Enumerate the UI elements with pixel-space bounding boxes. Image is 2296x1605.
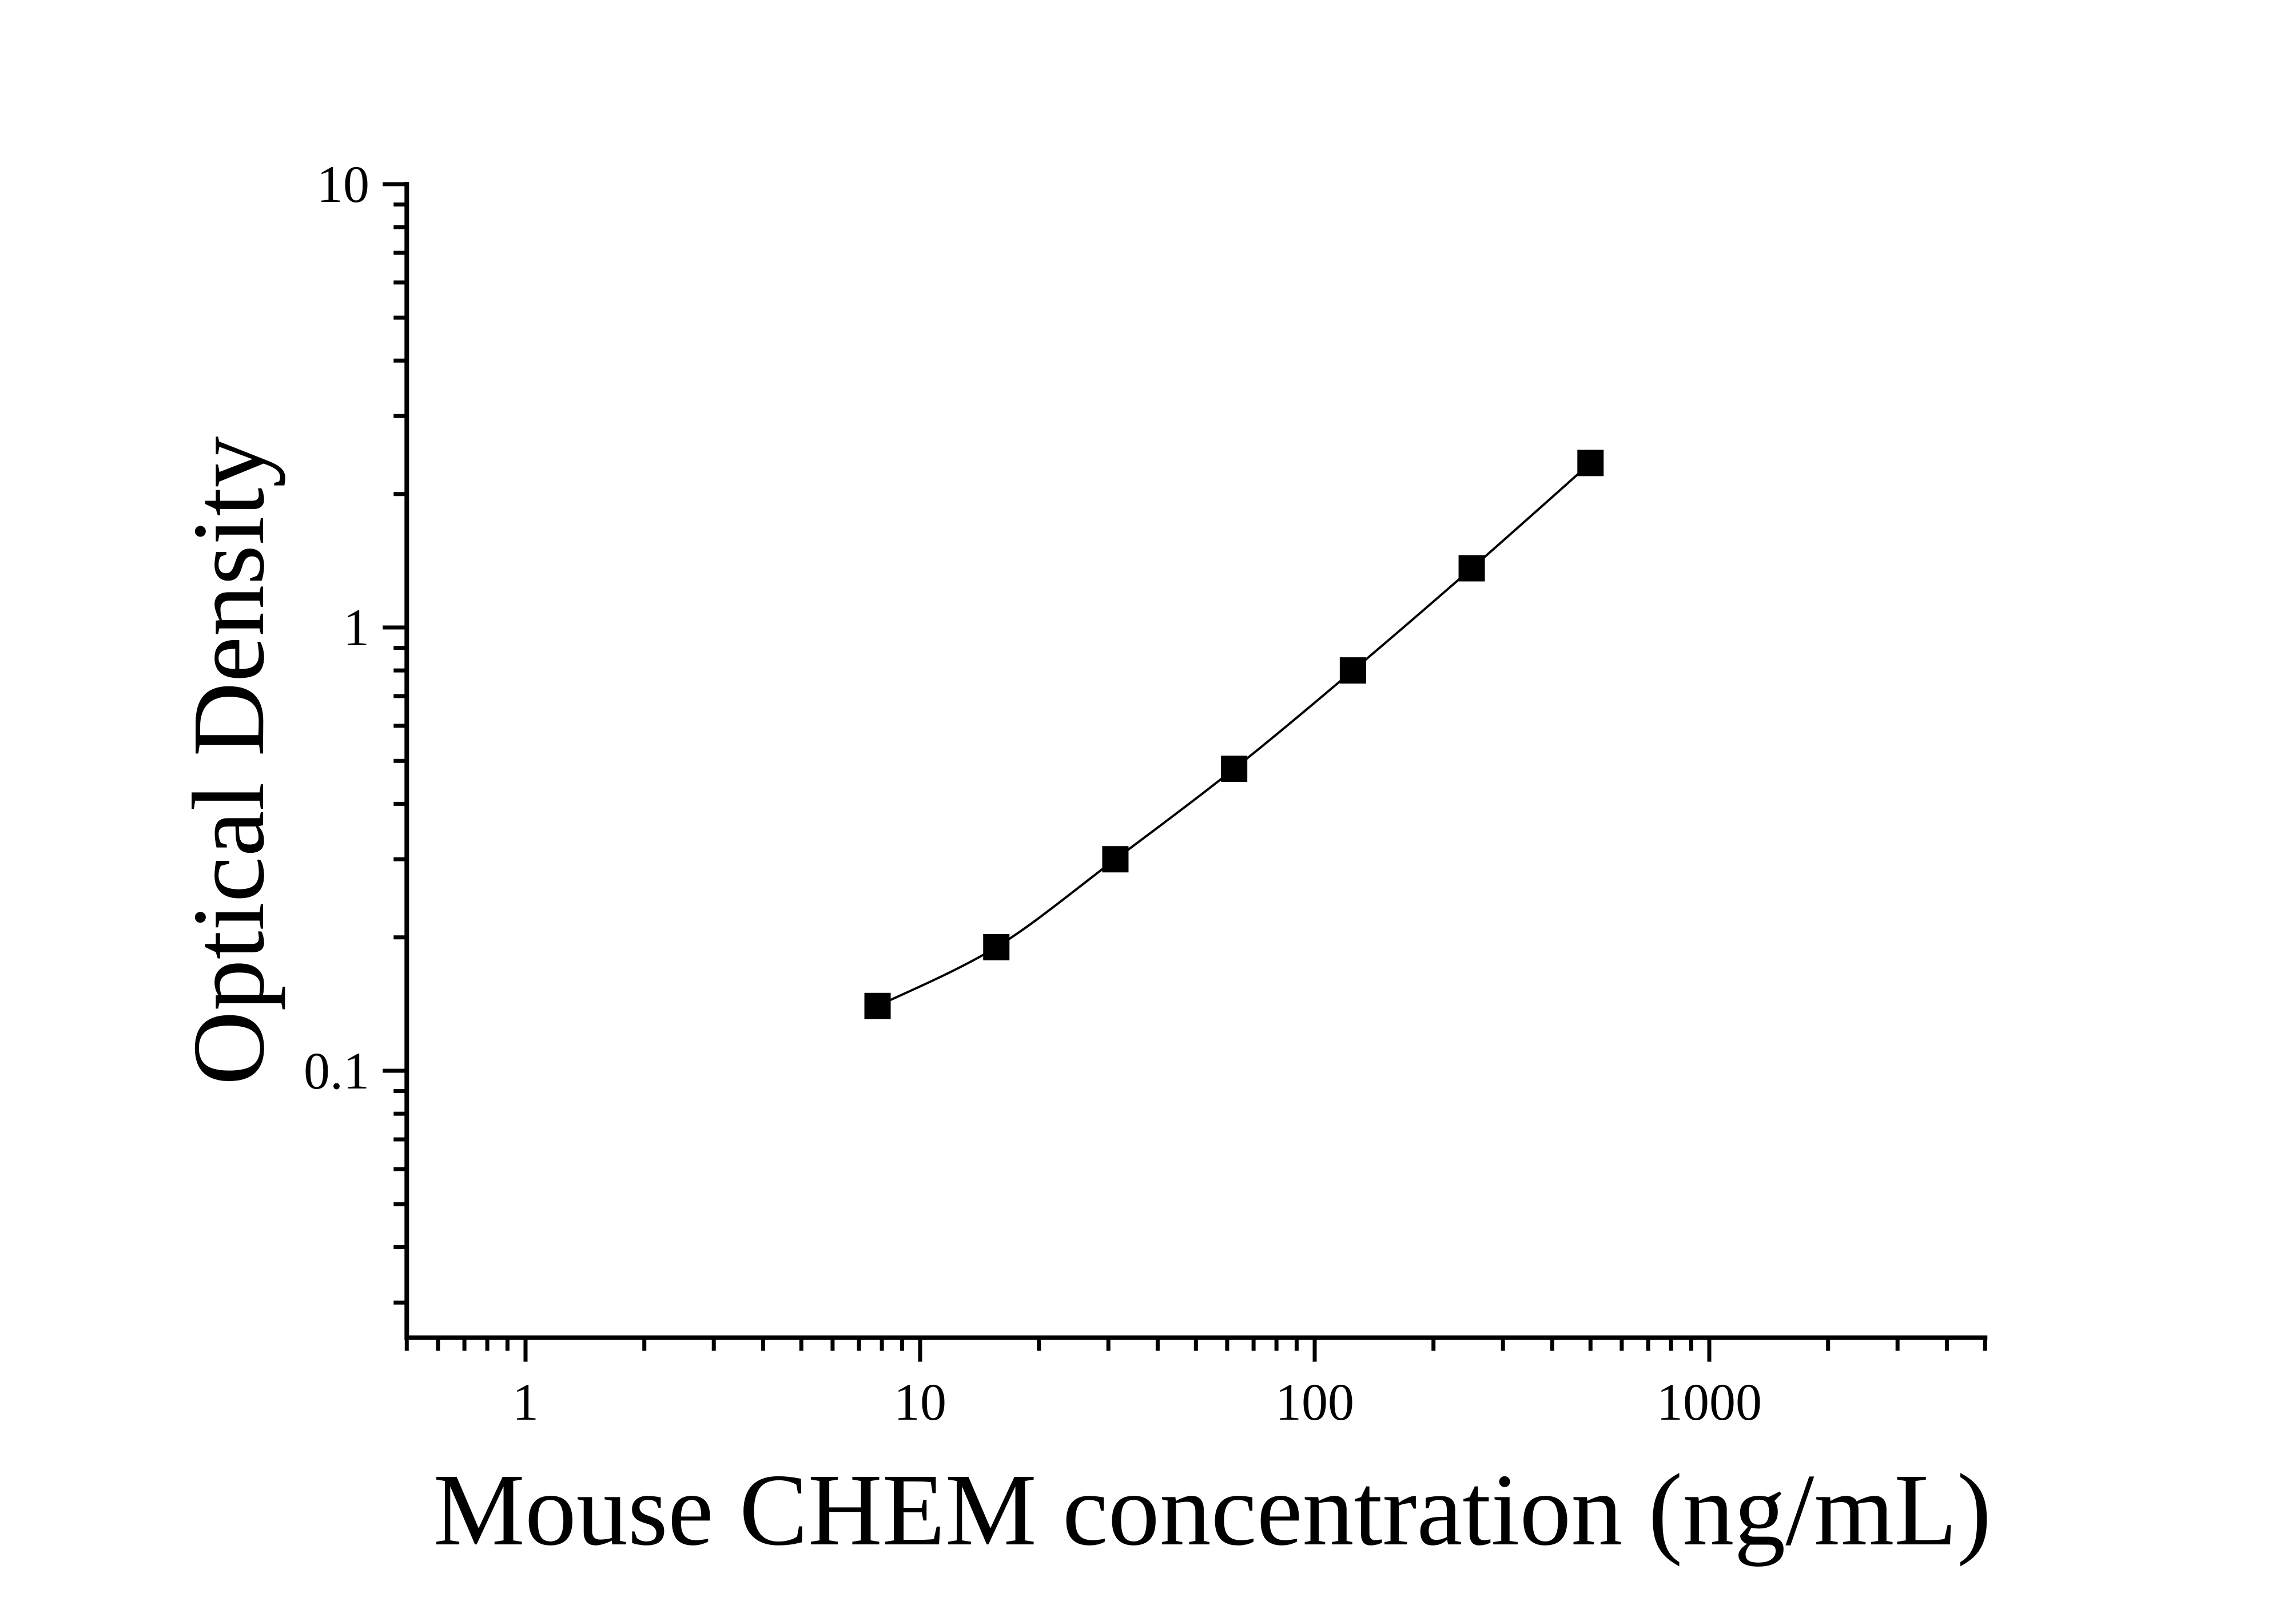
x-axis-tick-label: 100 bbox=[1275, 1373, 1354, 1431]
markers-group bbox=[864, 450, 1604, 1019]
x-axis-tick-label: 1000 bbox=[1657, 1373, 1762, 1431]
data-point-marker bbox=[1577, 450, 1604, 476]
data-point-marker bbox=[1339, 657, 1366, 684]
tick-labels-group: 10 1 0.1 1 10 100 1000 bbox=[304, 155, 1762, 1431]
y-axis-tick-label: 1 bbox=[343, 598, 369, 657]
y-axis-title: Optical Density bbox=[172, 436, 285, 1086]
ticks-group bbox=[383, 182, 1987, 1362]
x-axis-tick-label: 1 bbox=[512, 1373, 539, 1431]
y-axis-tick-label: 10 bbox=[317, 155, 369, 213]
x-axis-title: Mouse CHEM concentration (ng/mL) bbox=[433, 1453, 1991, 1567]
data-point-marker bbox=[1458, 555, 1485, 582]
data-point-marker bbox=[1102, 846, 1129, 873]
y-axis-tick-label: 0.1 bbox=[304, 1042, 369, 1100]
x-axis-tick-label: 10 bbox=[894, 1373, 946, 1431]
data-point-marker bbox=[983, 933, 1010, 960]
data-point-marker bbox=[1221, 756, 1248, 782]
data-point-marker bbox=[864, 992, 891, 1019]
